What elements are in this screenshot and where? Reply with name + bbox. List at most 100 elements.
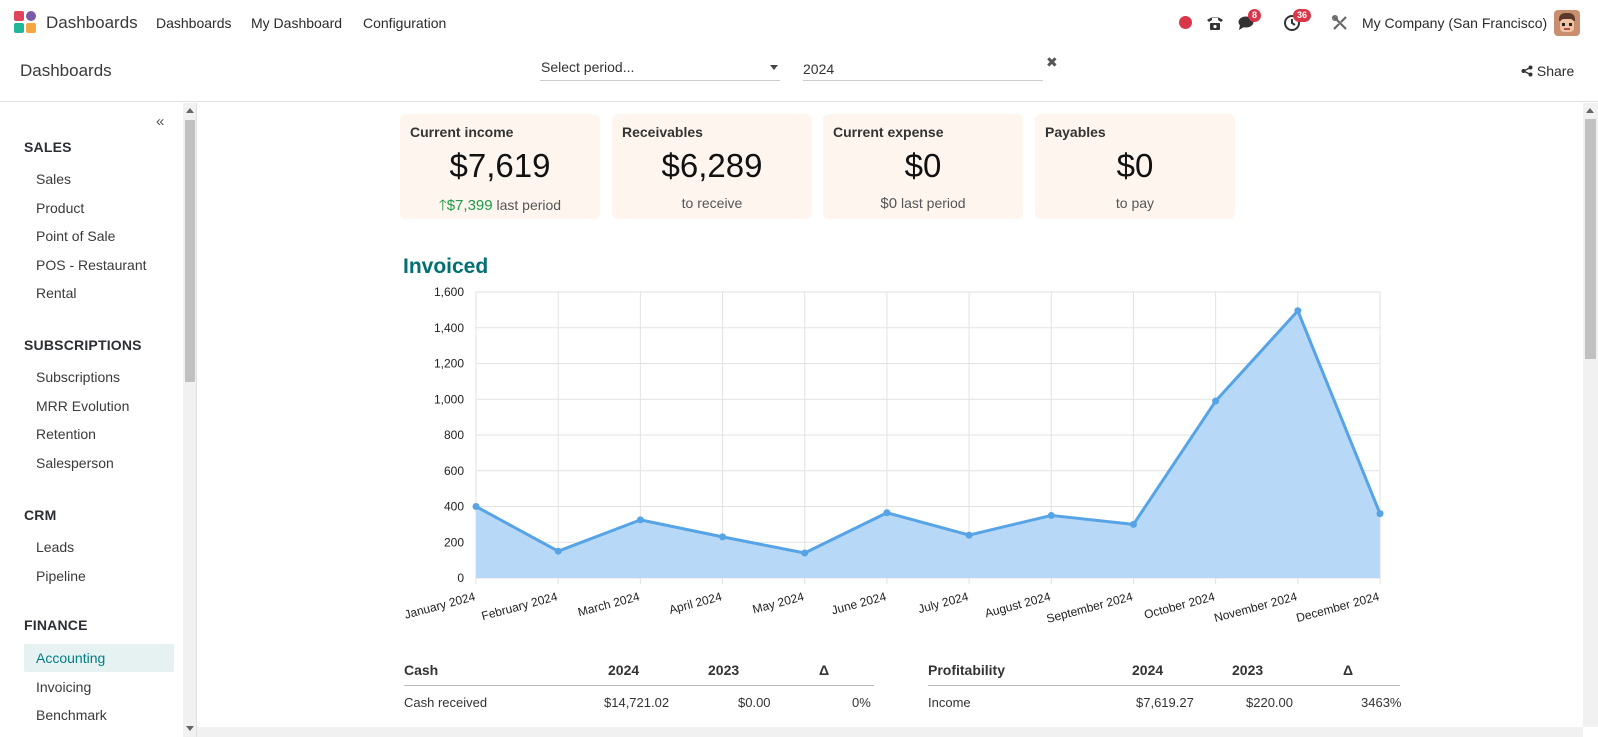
debug-tools-icon[interactable] xyxy=(1330,13,1350,33)
kpi-subtitle: $0 last period xyxy=(823,195,1023,212)
data-point xyxy=(1294,307,1302,315)
breadcrumb: Dashboards xyxy=(20,61,112,80)
x-tick-label: September 2024 xyxy=(1045,589,1135,626)
scroll-up-arrow-icon[interactable] xyxy=(1586,108,1594,113)
sidebar-item-benchmark[interactable]: Benchmark xyxy=(36,707,107,723)
kpi-title: Receivables xyxy=(622,124,703,140)
sidebar-item-pos-restaurant[interactable]: POS - Restaurant xyxy=(36,257,147,273)
user-avatar[interactable] xyxy=(1554,10,1580,36)
y-tick-label: 1,200 xyxy=(434,357,464,371)
cash-row-2024: $14,721.02 xyxy=(604,695,670,710)
x-tick-label: August 2024 xyxy=(983,589,1052,620)
profit-header-delta: Δ xyxy=(1343,662,1354,678)
arrow-up-icon: 🡑 xyxy=(438,197,447,214)
menu-my-dashboard[interactable]: My Dashboard xyxy=(251,15,343,31)
data-point xyxy=(472,503,480,510)
sidebar-scrollbar[interactable] xyxy=(183,103,197,737)
share-icon xyxy=(1521,65,1533,77)
activities-clock-icon[interactable]: 36 xyxy=(1282,9,1312,33)
menu-dashboards[interactable]: Dashboards xyxy=(156,15,232,31)
sidebar-item-sales[interactable]: Sales xyxy=(36,171,72,187)
app-logo-icon[interactable] xyxy=(14,11,38,35)
scroll-down-arrow-icon[interactable] xyxy=(186,726,194,731)
kpi-previous-label: last period xyxy=(492,197,562,213)
data-point xyxy=(965,531,973,539)
y-tick-label: 1,400 xyxy=(434,321,464,335)
section-title-subscriptions: SUBSCRIPTIONS xyxy=(24,337,142,353)
horizontal-scrollbar[interactable] xyxy=(197,727,1583,737)
table-divider xyxy=(404,685,874,686)
cash-header-delta: Δ xyxy=(819,662,830,678)
data-point xyxy=(1129,520,1137,528)
sidebar-item-point-of-sale[interactable]: Point of Sale xyxy=(36,228,116,244)
kpi-current-expense[interactable]: Current expense $0 $0 last period xyxy=(823,114,1023,219)
sidebar-item-rental[interactable]: Rental xyxy=(36,285,77,301)
share-label: Share xyxy=(1536,63,1575,79)
series-line xyxy=(475,309,1382,555)
menu-configuration[interactable]: Configuration xyxy=(363,15,447,31)
cash-header-2024: 2024 xyxy=(608,662,640,678)
year-input[interactable] xyxy=(803,57,1043,81)
y-tick-label: 200 xyxy=(444,535,464,549)
kpi-title: Payables xyxy=(1045,124,1106,140)
kpi-value: $7,619 xyxy=(449,147,551,184)
control-panel: Dashboards Select period... ✖ Share xyxy=(0,46,1598,102)
sidebar-item-retention[interactable]: Retention xyxy=(36,426,96,442)
period-select[interactable]: Select period... xyxy=(540,57,780,81)
kpi-previous-label: last period xyxy=(897,195,966,211)
company-switcher[interactable]: My Company (San Francisco) xyxy=(1362,15,1548,31)
scroll-up-arrow-icon[interactable] xyxy=(186,108,194,113)
profit-row-label: Income xyxy=(928,695,971,710)
y-tick-label: 0 xyxy=(457,571,464,585)
sidebar-item-invoicing[interactable]: Invoicing xyxy=(36,679,92,695)
x-tick-label: March 2024 xyxy=(576,589,641,619)
sidebar: « SALES Sales Product Point of Sale POS … xyxy=(0,103,183,737)
sidebar-item-leads[interactable]: Leads xyxy=(36,539,75,555)
phone-icon[interactable] xyxy=(1205,13,1225,33)
x-tick-label: April 2024 xyxy=(667,589,723,617)
y-tick-label: 1,600 xyxy=(434,285,464,299)
area-fill xyxy=(476,310,1380,578)
kpi-payables[interactable]: Payables $0 to pay xyxy=(1035,114,1235,219)
clear-icon[interactable]: ✖ xyxy=(1046,54,1058,70)
app-name[interactable]: Dashboards xyxy=(46,13,138,32)
caret-down-icon xyxy=(770,65,778,70)
data-point xyxy=(1047,511,1055,519)
profit-row-2024: $7,619.27 xyxy=(1136,695,1194,710)
data-point xyxy=(719,533,727,541)
profit-header-2024: 2024 xyxy=(1132,662,1164,678)
x-tick-label: November 2024 xyxy=(1212,589,1298,625)
data-point xyxy=(883,509,891,517)
kpi-previous-value: $0 xyxy=(880,195,898,212)
table-divider xyxy=(928,685,1400,686)
profit-header-label: Profitability xyxy=(928,662,1006,678)
x-tick-label: May 2024 xyxy=(751,589,806,616)
messages-icon[interactable]: 8 xyxy=(1237,9,1262,33)
period-select-label: Select period... xyxy=(541,59,635,75)
sidebar-item-accounting[interactable]: Accounting xyxy=(24,644,174,672)
profit-row-delta: 3463% xyxy=(1361,695,1402,710)
invoiced-area-chart[interactable]: 0 200 400 600 800 1,000 1,200 1,400 1,600 January… xyxy=(400,282,1400,632)
sidebar-item-subscriptions[interactable]: Subscriptions xyxy=(36,369,121,385)
sidebar-scrollbar-thumb[interactable] xyxy=(185,120,195,382)
x-tick-label: June 2024 xyxy=(830,589,888,617)
main-scrollbar-thumb[interactable] xyxy=(1585,119,1596,359)
main-scrollbar[interactable] xyxy=(1583,103,1598,727)
kpi-receivables[interactable]: Receivables $6,289 to receive xyxy=(612,114,812,219)
x-tick-label: December 2024 xyxy=(1295,589,1381,625)
x-tick-label: February 2024 xyxy=(480,589,559,623)
collapse-sidebar-icon[interactable]: « xyxy=(156,113,165,130)
profit-row-2023: $220.00 xyxy=(1246,695,1293,710)
section-title-finance: FINANCE xyxy=(24,617,88,633)
kpi-current-income[interactable]: Current income $7,619 🡑$7,399 last perio… xyxy=(400,114,600,219)
kpi-subtitle: to pay xyxy=(1115,195,1155,211)
sidebar-item-salesperson[interactable]: Salesperson xyxy=(36,455,114,471)
sidebar-item-mrr-evolution[interactable]: MRR Evolution xyxy=(36,398,130,414)
x-tick-label: January 2024 xyxy=(403,589,477,621)
y-tick-label: 400 xyxy=(444,500,464,514)
data-point xyxy=(1212,397,1220,405)
share-button[interactable]: Share xyxy=(1521,63,1574,79)
sidebar-item-pipeline[interactable]: Pipeline xyxy=(36,568,86,584)
sidebar-item-product[interactable]: Product xyxy=(36,200,85,216)
recording-dot-icon[interactable] xyxy=(1179,16,1192,29)
